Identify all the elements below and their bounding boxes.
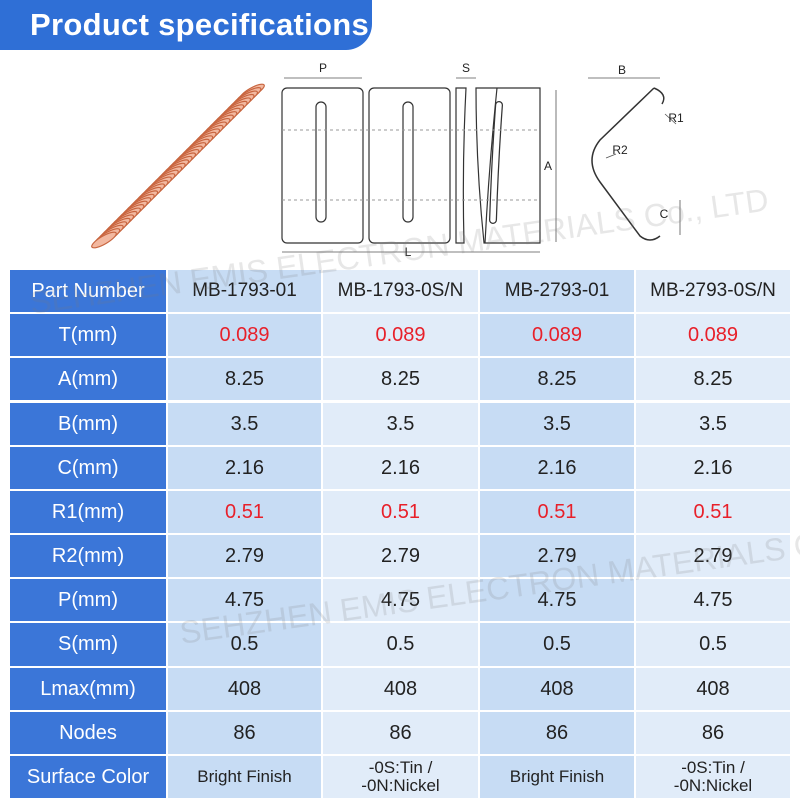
dimension-label: A (544, 159, 552, 173)
table-cell: 0.089 (323, 314, 478, 357)
table-cell: -0S:Tin / -0N:Nickel (323, 755, 478, 799)
table-cell: 0.089 (480, 314, 634, 357)
dimension-label: C (660, 207, 669, 221)
column-header: MB-1793-0S/N (323, 270, 478, 313)
table-cell: 0.51 (636, 490, 790, 533)
table-cell: 8.25 (168, 358, 321, 401)
table-cell: 4.75 (168, 579, 321, 622)
table-cell: 0.51 (168, 490, 321, 533)
table-cell: 0.089 (636, 314, 790, 357)
row-header: S(mm) (10, 623, 166, 666)
table-cell: 8.25 (480, 358, 634, 401)
table-cell: 8.25 (636, 358, 790, 401)
table-cell: 408 (636, 667, 790, 710)
coil-node (91, 231, 117, 249)
column-header: MB-2793-0S/N (636, 270, 790, 313)
table-cell: 408 (323, 667, 478, 710)
table-cell: 86 (323, 711, 478, 754)
row-header: A(mm) (10, 358, 166, 401)
table-cell: 8.25 (323, 358, 478, 401)
row-header: P(mm) (10, 579, 166, 622)
column-header: MB-1793-01 (168, 270, 321, 313)
table-cell: 0.51 (323, 490, 478, 533)
table-cell: 408 (168, 667, 321, 710)
table-cell: 4.75 (636, 579, 790, 622)
table-cell: 86 (168, 711, 321, 754)
row-header: Nodes (10, 711, 166, 754)
table-cell: 0.5 (323, 623, 478, 666)
table-cell: 0.5 (168, 623, 321, 666)
product-diagram: P S A L B R1 R2 C (91, 61, 684, 259)
table-cell: 408 (480, 667, 634, 710)
table-cell: 3.5 (636, 402, 790, 445)
row-header: R2(mm) (10, 535, 166, 578)
table-cell: -0S:Tin / -0N:Nickel (636, 755, 790, 799)
table-cell: 2.79 (323, 535, 478, 578)
column-header: MB-2793-01 (480, 270, 634, 313)
table-cell: 3.5 (480, 402, 634, 445)
dimension-label: R1 (668, 111, 684, 125)
table-cell: 4.75 (480, 579, 634, 622)
dimension-label: B (618, 63, 626, 77)
table-cell: Bright Finish (480, 755, 634, 799)
table-cell: 2.79 (636, 535, 790, 578)
dimension-label: L (405, 245, 412, 259)
table-cell: 2.16 (323, 446, 478, 489)
table-cell: 2.16 (480, 446, 634, 489)
row-header: C(mm) (10, 446, 166, 489)
dimension-lines (282, 77, 681, 253)
row-header: B(mm) (10, 402, 166, 445)
table-cell: 2.16 (168, 446, 321, 489)
title-banner: Product specifications (0, 0, 372, 50)
strip-drawing (281, 87, 541, 244)
table-cell: 2.79 (168, 535, 321, 578)
table-cell: 2.79 (480, 535, 634, 578)
table-cell: 86 (480, 711, 634, 754)
table-cell: 0.51 (480, 490, 634, 533)
row-header: T(mm) (10, 314, 166, 357)
dimension-label: R2 (612, 143, 628, 157)
dimension-label: P (319, 61, 327, 75)
table-cell: 3.5 (323, 402, 478, 445)
dimension-label: S (462, 61, 470, 75)
table-cell: 0.5 (480, 623, 634, 666)
table-cell: 86 (636, 711, 790, 754)
table-cell: 3.5 (168, 402, 321, 445)
table-cell: 4.75 (323, 579, 478, 622)
title: Product specifications (30, 7, 370, 42)
table-cell: 2.16 (636, 446, 790, 489)
row-header: R1(mm) (10, 490, 166, 533)
row-header: Part Number (10, 270, 166, 313)
table-cell: 0.089 (168, 314, 321, 357)
row-header: Lmax(mm) (10, 667, 166, 710)
table-cell: 0.5 (636, 623, 790, 666)
guide-lines (282, 129, 540, 201)
table-cell: Bright Finish (168, 755, 321, 799)
copper-strip (91, 83, 265, 249)
row-header: Surface Color (10, 755, 166, 799)
